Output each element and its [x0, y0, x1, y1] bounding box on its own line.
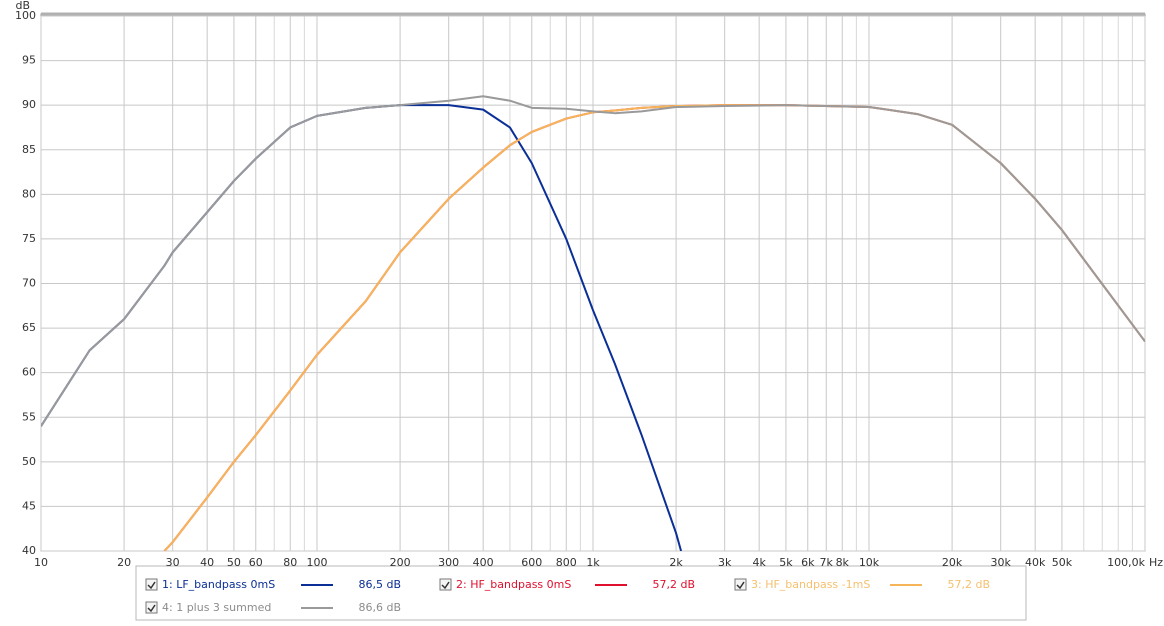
legend-readout: 57,2 dB — [652, 578, 695, 591]
x-tick-label: 5k — [779, 556, 793, 569]
x-tick-label: 20 — [117, 556, 131, 569]
x-tick-label: 8k — [836, 556, 850, 569]
series-line — [41, 95, 1145, 427]
y-tick-label: 50 — [22, 455, 36, 468]
x-tick-label: 800 — [556, 556, 577, 569]
y-tick-label: 40 — [22, 544, 36, 557]
x-tick-label: 4k — [752, 556, 766, 569]
y-tick-label: 100 — [15, 9, 36, 22]
x-tick-label: 80 — [283, 556, 297, 569]
legend-label: 1: LF_bandpass 0mS — [162, 578, 275, 591]
y-tick-label: 60 — [22, 366, 36, 379]
x-tick-label: 1k — [586, 556, 600, 569]
y-tick-label: 55 — [22, 410, 36, 423]
legend-checkbox[interactable] — [734, 578, 747, 591]
legend-readout: 86,5 dB — [358, 578, 401, 591]
x-tick-label: 600 — [521, 556, 542, 569]
x-tick-label: 6k — [801, 556, 815, 569]
y-tick-label: 95 — [22, 54, 36, 67]
legend-readout: 86,6 dB — [358, 601, 401, 614]
legend-checkbox[interactable] — [439, 578, 452, 591]
legend-label: 3: HF_bandpass -1mS — [751, 578, 870, 591]
x-tick-label: 400 — [473, 556, 494, 569]
y-tick-label: 80 — [22, 187, 36, 200]
x-tick-label: 100 — [307, 556, 328, 569]
y-tick-label: 90 — [22, 98, 36, 111]
x-tick-label: 2k — [669, 556, 683, 569]
legend-item: 2: HF_bandpass 0mS 57,2 dB — [439, 578, 695, 591]
legend-checkbox[interactable] — [145, 601, 158, 614]
x-tick-label: 200 — [390, 556, 411, 569]
x-tick-label: 50 — [227, 556, 241, 569]
x-tick-label: 30 — [166, 556, 180, 569]
x-tick-label: 7k — [820, 556, 834, 569]
x-tick-label: 10k — [859, 556, 880, 569]
x-tick-label: 3k — [718, 556, 732, 569]
check-mark — [147, 604, 156, 613]
legend-label: 2: HF_bandpass 0mS — [456, 578, 571, 591]
x-tick-label: 40k — [1025, 556, 1046, 569]
check-mark — [147, 581, 156, 590]
legend-item: 4: 1 plus 3 summed 86,6 dB — [145, 601, 401, 614]
legend-item: 1: LF_bandpass 0mS 86,5 dB — [145, 578, 401, 591]
x-tick-label: 10 — [34, 556, 48, 569]
y-tick-label: 85 — [22, 143, 36, 156]
legend-item: 3: HF_bandpass -1mS 57,2 dB — [734, 578, 990, 591]
y-tick-label: 75 — [22, 232, 36, 245]
x-tick-label: 40 — [200, 556, 214, 569]
y-tick-label: 45 — [22, 499, 36, 512]
x-tick-label: 30k — [990, 556, 1011, 569]
check-mark — [441, 581, 450, 590]
x-tick-label: 60 — [249, 556, 263, 569]
x-tick-label: 20k — [942, 556, 963, 569]
legend-checkbox[interactable] — [145, 578, 158, 591]
legend-box — [135, 565, 1027, 621]
legend-label: 4: 1 plus 3 summed — [162, 601, 271, 614]
y-tick-label: 70 — [22, 277, 36, 290]
x-tick-label: 100,0k — [1107, 556, 1145, 569]
check-mark — [736, 581, 745, 590]
x-unit: Hz — [1149, 556, 1163, 569]
legend-readout: 57,2 dB — [947, 578, 990, 591]
grid-layer — [40, 15, 1146, 552]
y-tick-label: 65 — [22, 321, 36, 334]
y-axis-label: dB — [15, 0, 30, 12]
x-tick-label: 50k — [1052, 556, 1073, 569]
x-tick-label: 300 — [438, 556, 459, 569]
